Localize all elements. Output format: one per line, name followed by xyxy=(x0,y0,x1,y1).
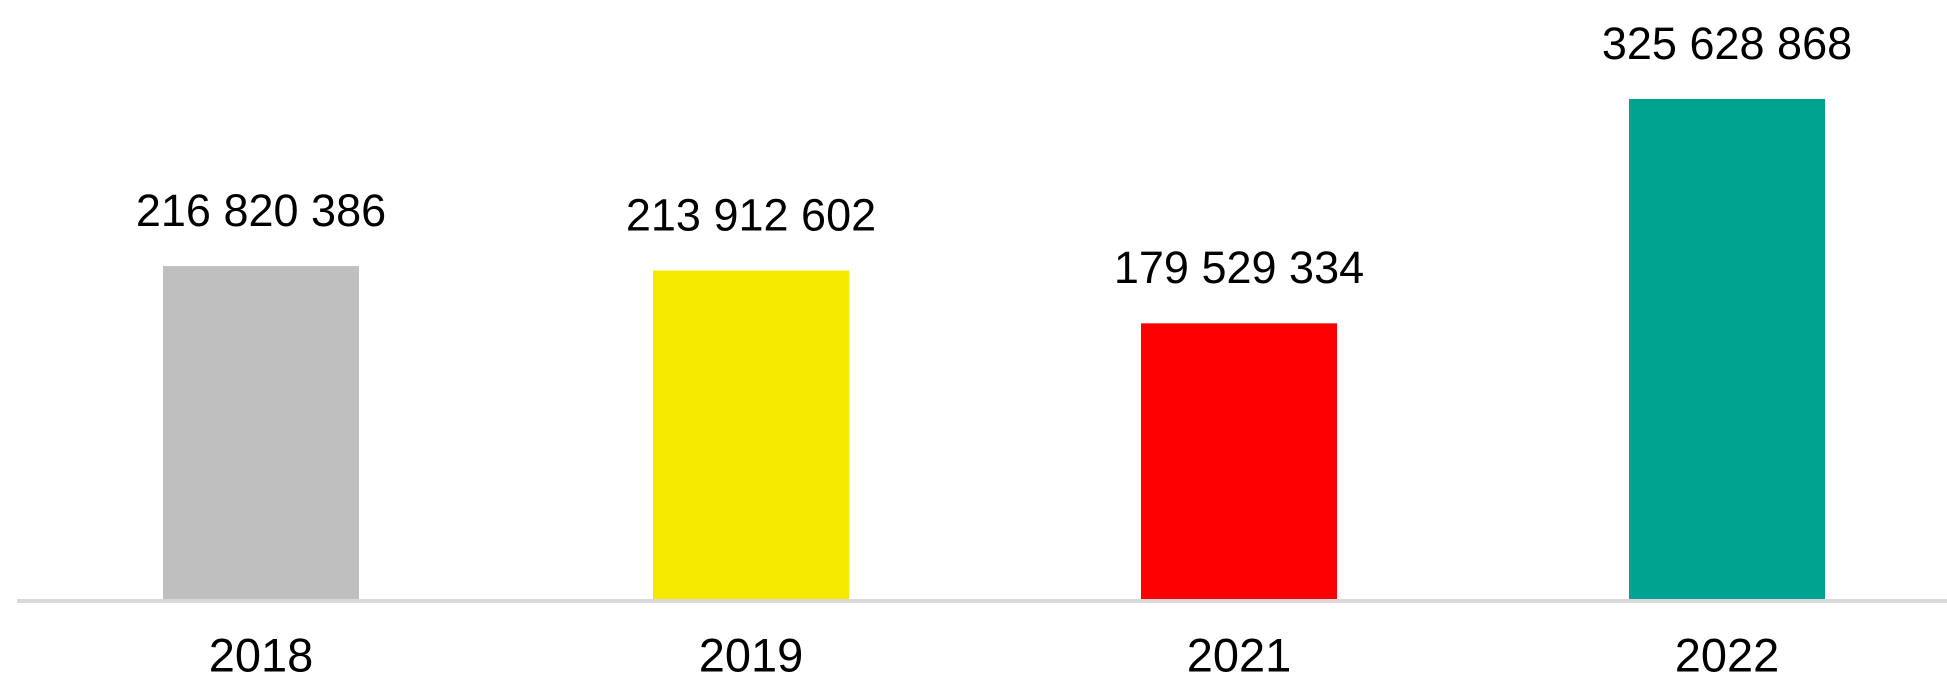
bar xyxy=(1629,99,1825,599)
value-label: 213 912 602 xyxy=(626,189,876,240)
x-tick-label: 2019 xyxy=(699,628,804,681)
value-label: 179 529 334 xyxy=(1114,242,1364,293)
bar xyxy=(653,270,849,599)
value-label: 216 820 386 xyxy=(136,185,386,236)
value-label: 325 628 868 xyxy=(1602,18,1852,69)
bar xyxy=(163,266,359,599)
bar xyxy=(1141,323,1337,599)
x-tick-label: 2018 xyxy=(209,628,314,681)
x-tick-label: 2021 xyxy=(1187,628,1292,681)
x-tick-label: 2022 xyxy=(1675,628,1780,681)
